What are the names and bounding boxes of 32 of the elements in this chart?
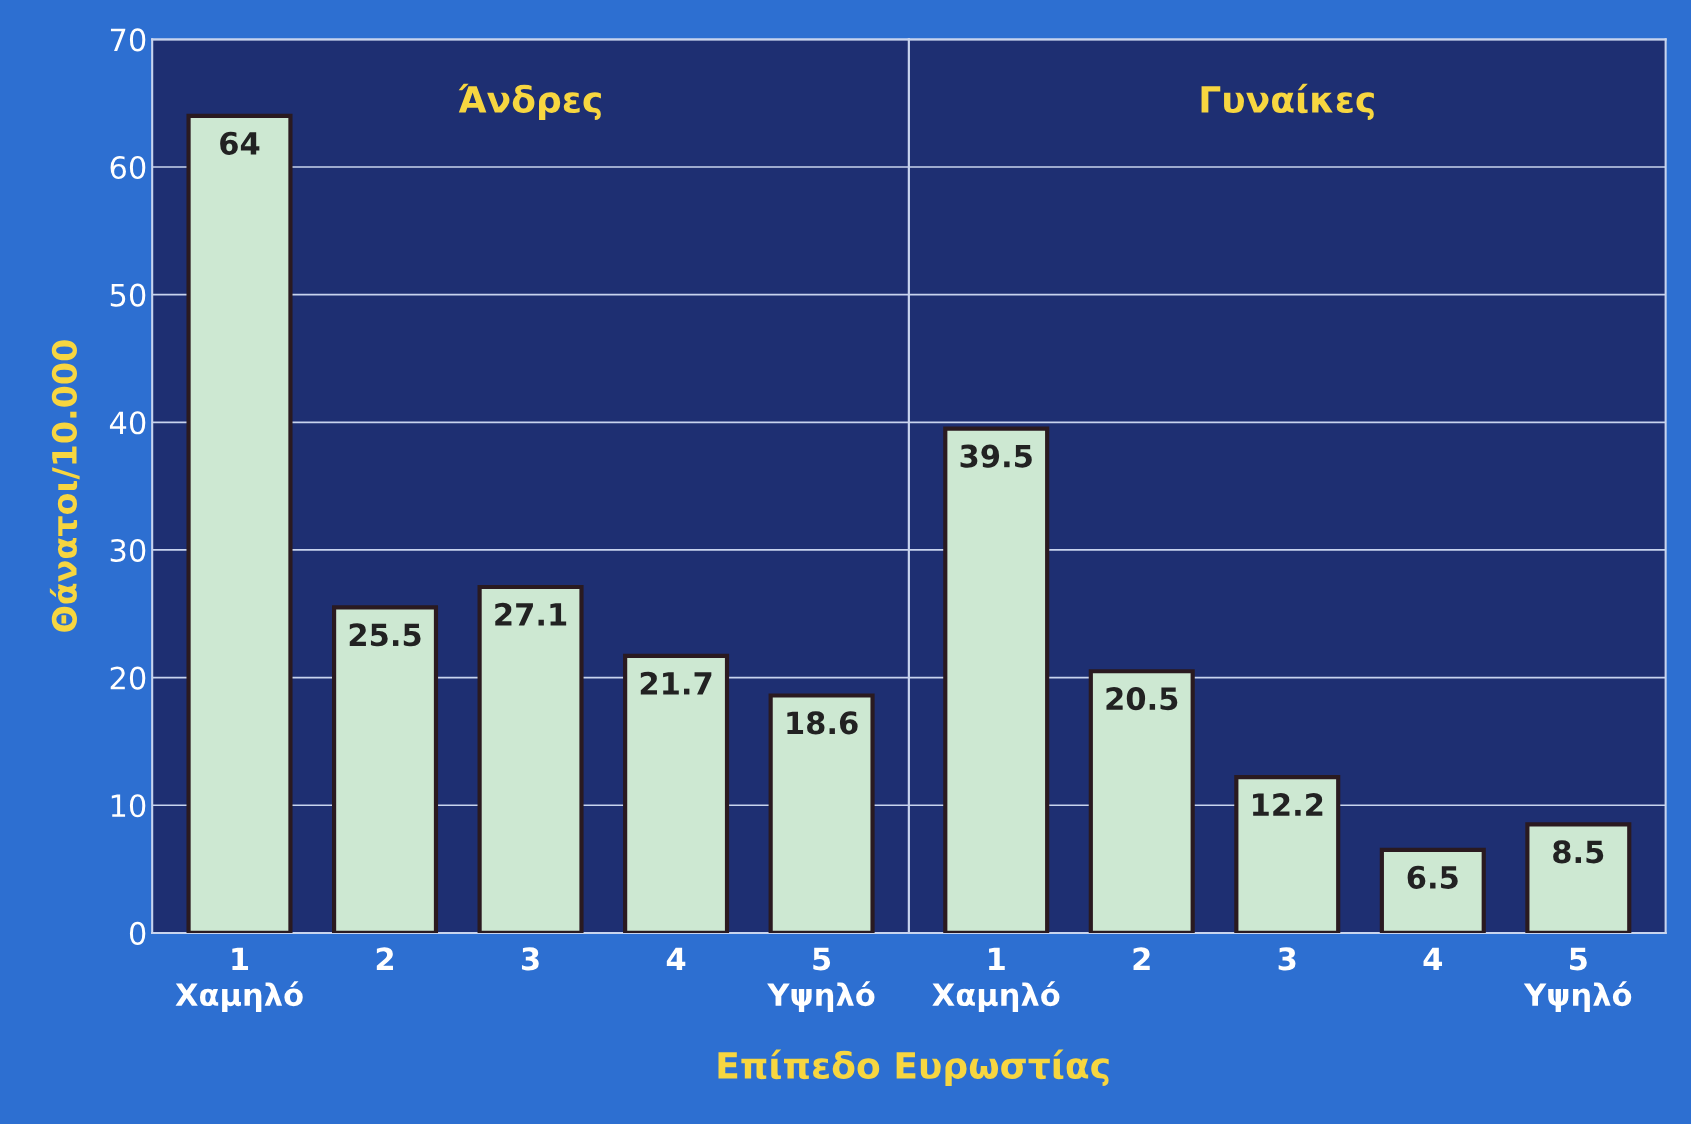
data-label: 25.5 (349, 623, 421, 647)
y-tick-label: 50 (110, 283, 146, 307)
data-label: 27.1 (495, 602, 567, 626)
data-label: 6.5 (1407, 865, 1458, 889)
y-tick-label: 10 (111, 794, 146, 818)
y-tick-label: 40 (109, 411, 146, 435)
x-tick-label: 1 Χαμηλό (932, 947, 1060, 1013)
data-label: 18.6 (787, 711, 858, 735)
data-label: 21.7 (640, 671, 712, 695)
x-tick-label: 3 (521, 947, 539, 971)
data-label: 20.5 (1106, 687, 1178, 711)
y-axis-title: Θάνατοι/10.000 (49, 340, 80, 632)
data-label: 64 (220, 131, 260, 155)
x-axis-title: Επίπεδο Ευρωστίας (718, 1049, 1109, 1086)
data-label: 8.5 (1553, 840, 1604, 864)
y-tick-label: 30 (110, 538, 146, 562)
y-tick-label: 20 (110, 666, 146, 690)
text: Γυναίκες (1201, 83, 1374, 121)
x-tick-label: 3 (1278, 947, 1296, 971)
text: Άνδρες (458, 83, 601, 121)
data-label: 12.2 (1253, 793, 1323, 816)
x-tick-label: 2 (376, 947, 393, 971)
y-tick-label: 0 (129, 921, 146, 945)
x-tick-label: 4 (1423, 947, 1443, 971)
y-tick-label: 70 (110, 28, 146, 52)
x-tick-label: 5 Υψηλό (767, 947, 875, 1013)
x-tick-label: 5 Υψηλό (1523, 947, 1632, 1013)
x-tick-label: 1 Χαμηλό (175, 947, 303, 1013)
x-tick-label: 4 (666, 947, 686, 971)
x-tick-label: 2 (1133, 947, 1150, 971)
data-label: 39.5 (960, 444, 1032, 468)
y-tick-label: 60 (110, 155, 146, 180)
